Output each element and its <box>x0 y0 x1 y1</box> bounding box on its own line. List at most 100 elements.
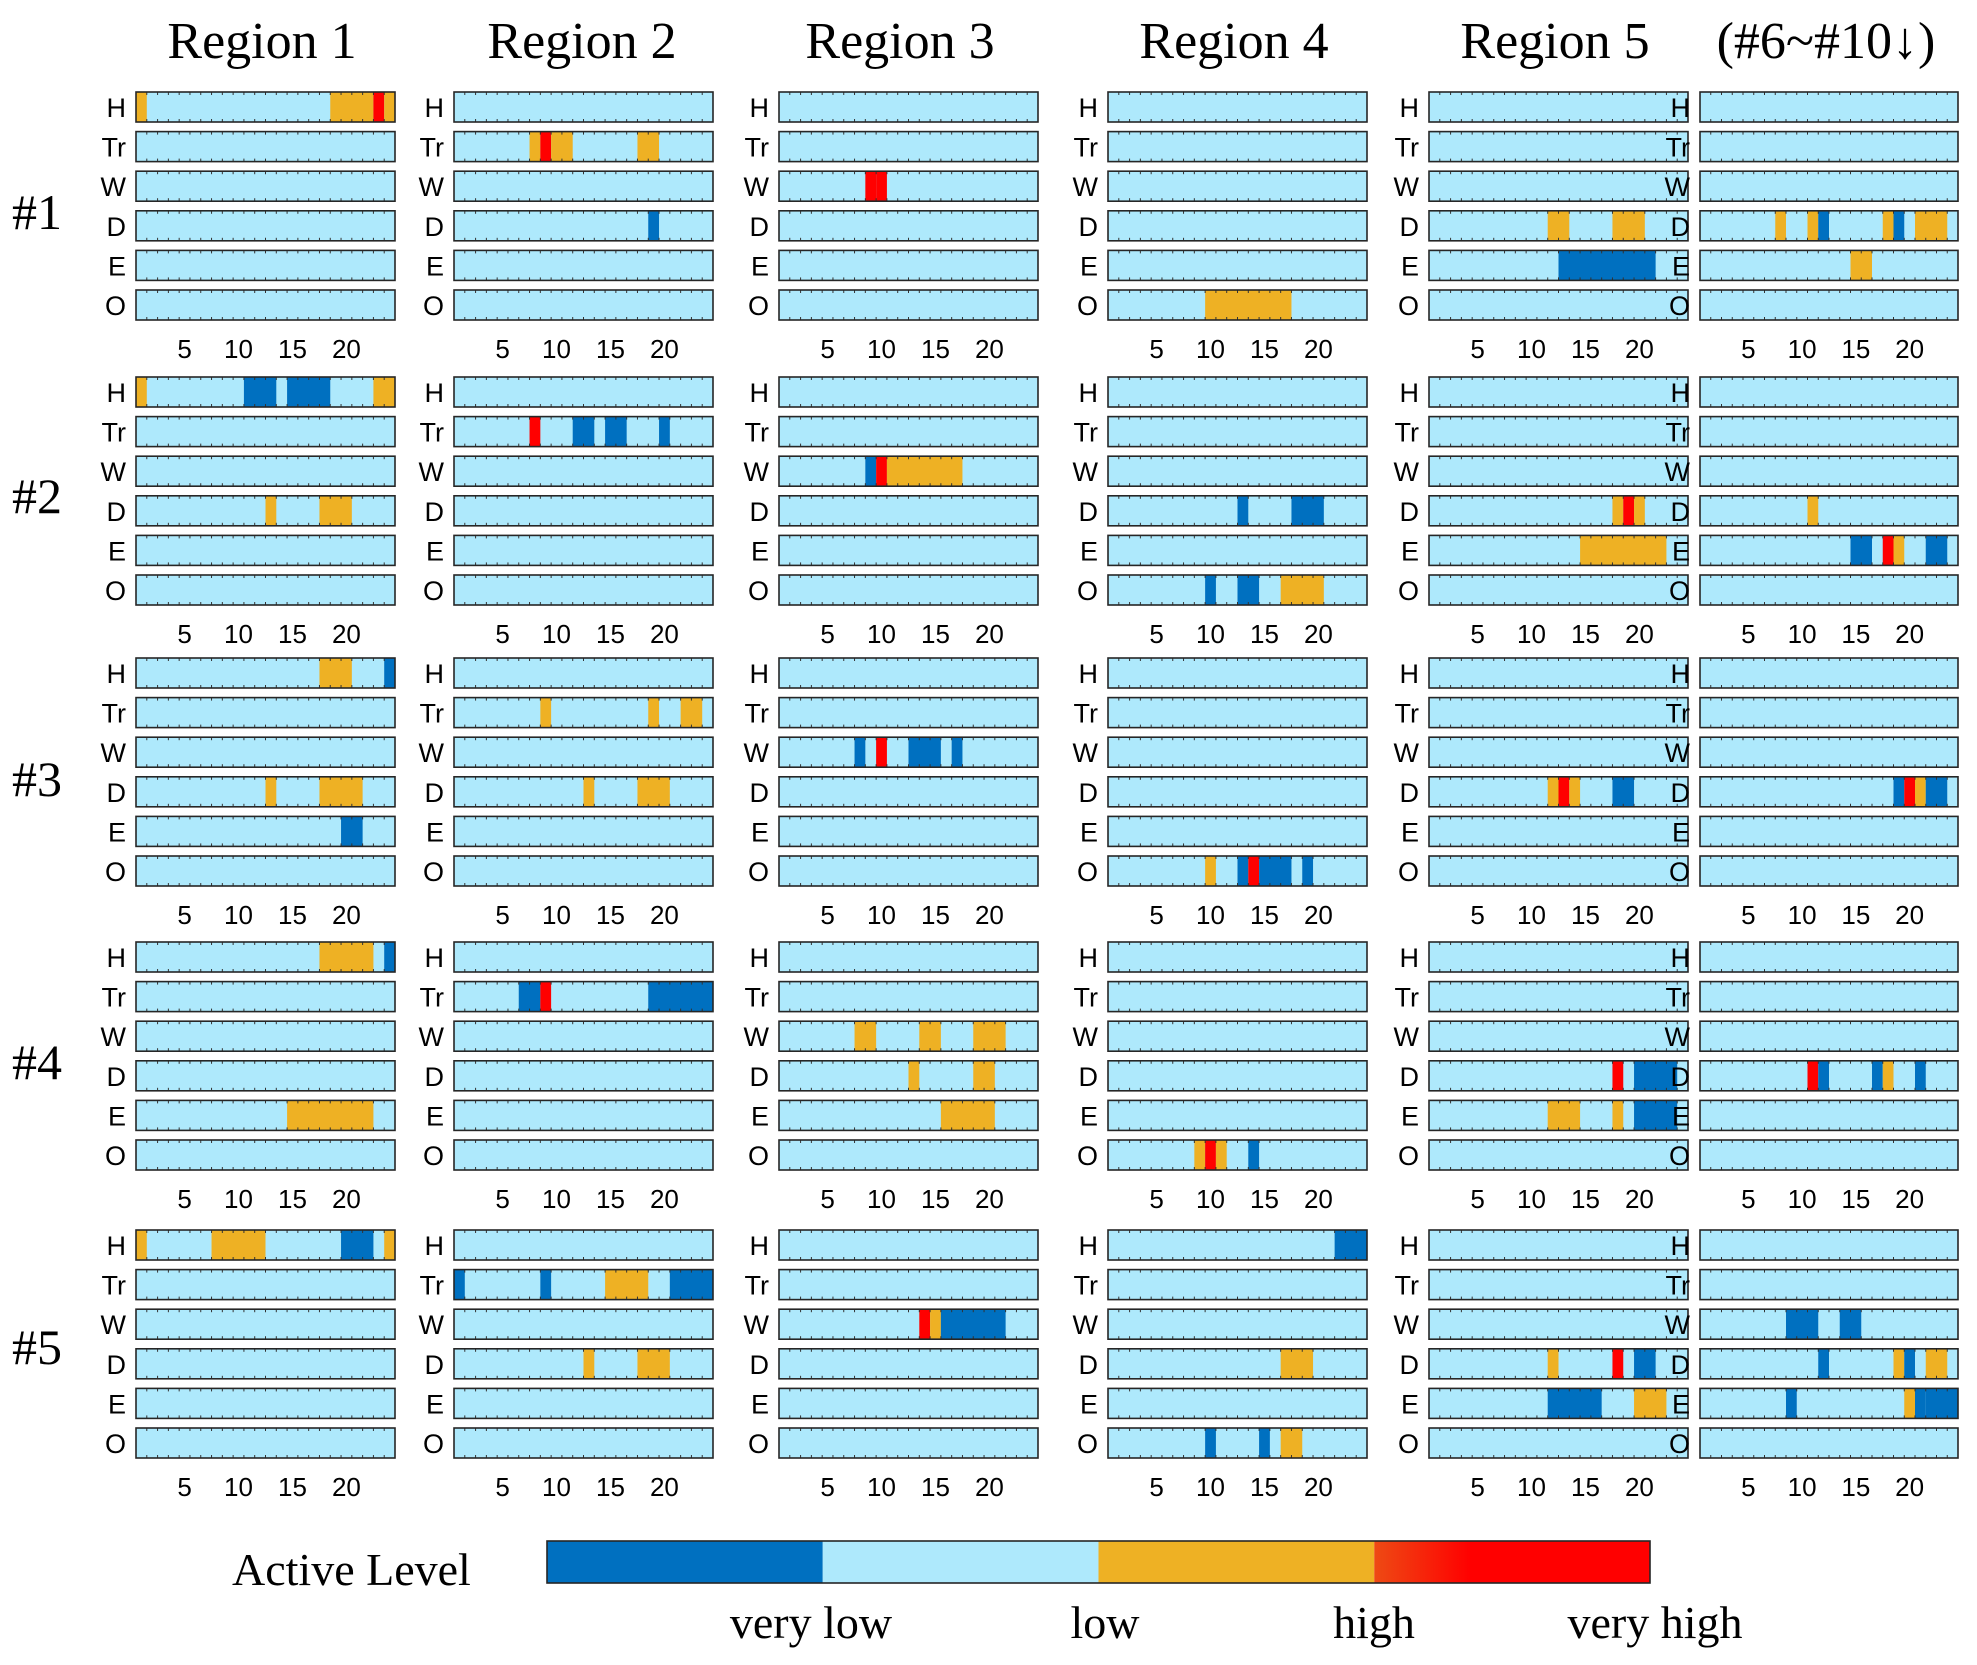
activity-label-e: E <box>108 817 126 847</box>
activity-bar-e <box>1108 535 1367 566</box>
activity-label-w: W <box>101 172 127 202</box>
activity-label-e: E <box>1080 251 1098 281</box>
segment-h <box>330 92 374 122</box>
activity-label-o: O <box>1398 576 1419 606</box>
activity-label-h: H <box>750 93 770 123</box>
activity-bar-e <box>779 535 1038 566</box>
activity-label-o: O <box>1398 291 1419 321</box>
x-tick-label: 10 <box>1196 334 1225 364</box>
activity-bar-e <box>454 535 713 566</box>
segment-h <box>1280 575 1324 605</box>
activity-label-o: O <box>423 576 444 606</box>
bar-frame <box>1699 249 1959 282</box>
activity-bar-e <box>779 816 1038 847</box>
activity-bar-o <box>1700 290 1958 320</box>
activity-label-d: D <box>107 497 127 527</box>
bar-frame <box>135 815 396 848</box>
activity-label-d: D <box>425 212 445 242</box>
x-tick-label: 10 <box>1517 334 1546 364</box>
bar-frame <box>453 855 714 887</box>
segment-vl <box>1302 856 1314 886</box>
x-tick-label: 20 <box>1625 334 1654 364</box>
activity-bar-d <box>779 495 1038 526</box>
row-title-5: #5 <box>12 1319 62 1375</box>
segment-h <box>680 697 703 728</box>
activity-bar-w <box>454 456 713 487</box>
activity-label-tr: Tr <box>420 418 444 448</box>
bar-frame <box>1428 657 1689 689</box>
activity-label-d: D <box>1079 778 1099 808</box>
x-tick-label: 15 <box>278 619 307 649</box>
activity-bar-h <box>1108 658 1367 688</box>
x-tick-label: 10 <box>224 900 253 930</box>
segment-h <box>1205 856 1216 886</box>
bar-frame <box>1107 170 1368 202</box>
bar-frame <box>778 855 1039 887</box>
segment-h <box>1205 290 1292 320</box>
x-tick-label: 10 <box>1788 334 1817 364</box>
segment-vh <box>1248 856 1260 886</box>
bar-frame <box>778 91 1039 123</box>
segment-vh <box>540 131 552 162</box>
activity-label-w: W <box>1073 457 1099 487</box>
activity-label-h: H <box>1079 93 1099 123</box>
segment-h <box>319 658 352 688</box>
bar-frame <box>453 91 714 123</box>
activity-label-h: H <box>107 659 127 689</box>
bar-frame <box>453 455 714 488</box>
row-title-3: #3 <box>12 751 62 807</box>
column-title-3: Region 3 <box>805 13 994 70</box>
bar-frame <box>135 775 396 808</box>
bar-frame <box>778 696 1039 729</box>
activity-label-o: O <box>1669 576 1690 606</box>
bar-frame <box>1107 210 1368 242</box>
x-tick-label: 10 <box>867 619 896 649</box>
activity-bar-h <box>1429 377 1688 407</box>
row-title-1: #1 <box>12 184 62 240</box>
segment-vl <box>854 737 866 768</box>
segment-vh <box>876 171 887 202</box>
activity-label-h: H <box>1400 659 1420 689</box>
bar-frame <box>453 376 714 408</box>
bar-frame <box>1107 494 1368 527</box>
activity-bar-e <box>136 250 395 281</box>
x-tick-label: 5 <box>1149 619 1163 649</box>
x-tick-label: 15 <box>1841 334 1870 364</box>
bar-frame <box>135 574 396 606</box>
column-title-1: Region 1 <box>167 13 356 70</box>
bar-frame <box>135 534 396 567</box>
activity-label-d: D <box>750 212 770 242</box>
activity-bar-tr <box>1108 697 1367 728</box>
x-tick-label: 15 <box>1571 334 1600 364</box>
activity-label-w: W <box>1073 172 1099 202</box>
bar-frame <box>778 534 1039 567</box>
segment-vl <box>1850 535 1872 566</box>
bar-frame <box>1699 415 1959 448</box>
activity-label-w: W <box>1394 738 1420 768</box>
segment-h <box>1634 495 1645 526</box>
row-title-4: #4 <box>12 1034 62 1090</box>
bar-frame <box>135 415 396 448</box>
activity-bar-w <box>1108 737 1367 768</box>
x-tick-label: 5 <box>177 334 191 364</box>
bar-frame <box>135 91 396 123</box>
bar-frame <box>778 130 1039 163</box>
activity-bar-tr <box>454 131 713 162</box>
activity-bar-e <box>779 250 1038 281</box>
bar-frame <box>135 455 396 488</box>
x-tick-label: 10 <box>542 619 571 649</box>
activity-label-d: D <box>425 497 445 527</box>
segment-vl <box>1558 250 1656 281</box>
x-tick-label: 20 <box>332 619 361 649</box>
x-tick-label: 15 <box>1841 619 1870 649</box>
activity-bar-h <box>1429 92 1688 122</box>
bar-frame <box>453 534 714 567</box>
activity-label-tr: Tr <box>1074 418 1098 448</box>
segment-vh <box>865 171 877 202</box>
activity-label-e: E <box>1401 251 1419 281</box>
x-tick-label: 10 <box>1196 619 1225 649</box>
